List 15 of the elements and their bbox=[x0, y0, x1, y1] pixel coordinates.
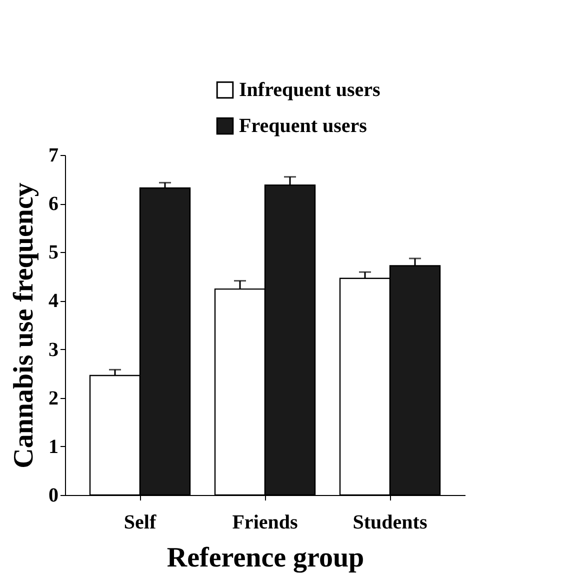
y-tick-label: 4 bbox=[48, 290, 58, 312]
x-tick-label: Students bbox=[352, 512, 428, 534]
y-tick-label: 7 bbox=[48, 144, 58, 166]
y-tick-label: 3 bbox=[48, 338, 58, 361]
y-tick-label: 1 bbox=[48, 436, 58, 458]
x-tick-label: Self bbox=[124, 512, 156, 534]
y-tick-label: 0 bbox=[48, 484, 58, 506]
legend-label: Infrequent users bbox=[239, 79, 381, 101]
y-tick-label: 6 bbox=[48, 193, 58, 216]
y-tick-label: 2 bbox=[48, 387, 58, 410]
legend-label: Frequent users bbox=[239, 115, 368, 137]
y-axis-title: Cannabis use frequency bbox=[8, 182, 40, 468]
x-axis-title: Reference group bbox=[166, 542, 364, 574]
y-tick-label: 5 bbox=[48, 242, 58, 264]
x-tick-label: Friends bbox=[232, 512, 298, 534]
